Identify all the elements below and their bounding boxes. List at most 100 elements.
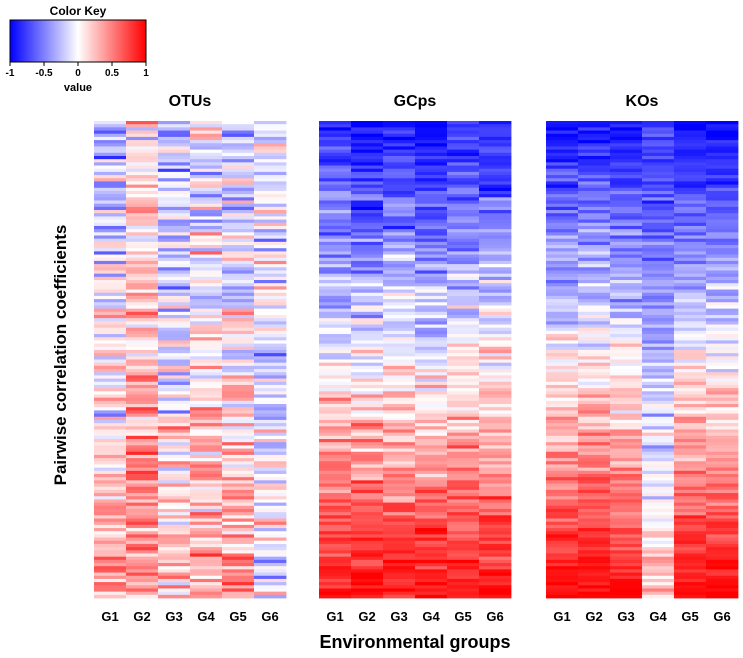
heatmap-cell [383, 321, 416, 325]
heatmap-cell [222, 531, 255, 535]
heatmap-cell [415, 318, 448, 322]
heatmap-cell [479, 305, 512, 310]
heatmap-cell [158, 369, 191, 373]
heatmap-cell [546, 181, 579, 185]
heatmap-cell [642, 521, 675, 526]
heatmap-cell [642, 280, 675, 284]
heatmap-cell [415, 152, 448, 157]
heatmap-cell [94, 146, 127, 151]
heatmap-cell [319, 404, 352, 408]
heatmap-cell [674, 394, 707, 399]
heatmap-cell [546, 175, 579, 179]
heatmap-cell [351, 254, 384, 259]
heatmap-cell [158, 349, 191, 354]
heatmap-cell [479, 451, 512, 456]
heatmap-cell [706, 305, 739, 310]
heatmap-cell [415, 187, 448, 192]
heatmap-cell [254, 308, 287, 313]
heatmap-cell [222, 388, 255, 392]
heatmap-cell [674, 210, 707, 214]
heatmap-cell [319, 340, 352, 344]
heatmap-cell [610, 588, 643, 593]
heatmap-cell [222, 206, 255, 211]
heatmap-cell [126, 127, 159, 131]
heatmap-cell [479, 591, 512, 596]
heatmap-cell [546, 349, 579, 354]
heatmap-cell [642, 206, 675, 211]
x-tick-label: G5 [681, 609, 698, 624]
heatmap-cell [222, 451, 255, 456]
heatmap-cell [126, 572, 159, 577]
heatmap-cell [447, 582, 480, 586]
heatmap-cell [94, 162, 127, 166]
heatmap-cell [447, 337, 480, 341]
color-key-title: Color Key [50, 4, 107, 18]
heatmap-cell [674, 194, 707, 198]
heatmap-cell [447, 121, 480, 125]
heatmap-cell [610, 543, 643, 548]
heatmap-cell [674, 410, 707, 414]
heatmap-cell [674, 187, 707, 192]
heatmap-cell [578, 232, 611, 236]
heatmap-cell [642, 493, 675, 497]
heatmap-cell [610, 229, 643, 233]
heatmap-cell [610, 343, 643, 348]
heatmap-cell [158, 407, 191, 411]
heatmap-cell [610, 283, 643, 287]
heatmap-cell [642, 458, 675, 462]
heatmap-cell [190, 267, 223, 271]
heatmap-cell [546, 416, 579, 421]
heatmap-cell [610, 124, 643, 128]
heatmap-cell [158, 432, 191, 437]
heatmap-cell [447, 451, 480, 456]
heatmap-cell [351, 416, 384, 421]
heatmap-cell [319, 349, 352, 354]
heatmap-cell [578, 197, 611, 201]
heatmap-cell [415, 454, 448, 459]
heatmap-cell [383, 197, 416, 201]
heatmap-cell [222, 384, 255, 389]
heatmap-cell [94, 582, 127, 586]
heatmap-cell [158, 559, 191, 564]
heatmap-cell [254, 203, 287, 208]
heatmap-cell [578, 559, 611, 564]
heatmap-cell [190, 400, 223, 405]
heatmap-cell [319, 375, 352, 379]
heatmap-cell [415, 289, 448, 294]
heatmap-cell [254, 550, 287, 554]
heatmap-cell [190, 171, 223, 176]
heatmap-cell [610, 451, 643, 456]
heatmap-cell [94, 152, 127, 157]
heatmap-cell [546, 543, 579, 548]
heatmap-cell [447, 394, 480, 399]
heatmap-cell [222, 365, 255, 370]
heatmap-cell [351, 346, 384, 351]
heatmap-cell [546, 127, 579, 131]
heatmap-cell [351, 343, 384, 348]
heatmap-cell [578, 591, 611, 596]
heatmap-cell [383, 585, 416, 589]
heatmap-cell [94, 232, 127, 236]
heatmap-cell [610, 121, 643, 125]
heatmap-cell [222, 369, 255, 373]
heatmap-cell [706, 524, 739, 529]
heatmap-cell [319, 448, 352, 453]
heatmap-cell [383, 219, 416, 224]
heatmap-cell [706, 292, 739, 297]
heatmap-cell [447, 299, 480, 303]
x-tick-label: G1 [326, 609, 343, 624]
heatmap-cell [190, 175, 223, 179]
heatmap-cell [674, 165, 707, 170]
heatmap-cell [222, 299, 255, 303]
heatmap-cell [94, 178, 127, 182]
heatmap-cell [674, 311, 707, 316]
heatmap-cell [222, 534, 255, 538]
heatmap-cell [706, 210, 739, 214]
heatmap-cell [222, 381, 255, 386]
heatmap-cell [479, 241, 512, 246]
heatmap-cell [383, 572, 416, 577]
heatmap-cell [546, 397, 579, 402]
heatmap-cell [222, 470, 255, 475]
heatmap-cell [319, 219, 352, 224]
heatmap-cell [479, 518, 512, 523]
